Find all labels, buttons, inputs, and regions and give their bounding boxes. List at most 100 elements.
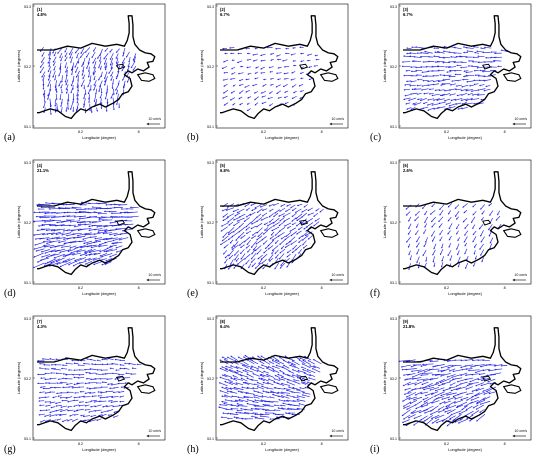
vector-head	[427, 109, 430, 111]
vector-head	[222, 412, 225, 415]
panel-i: (i) 53.3 53.2 53.1 8.2 8 Longitude (degree) Lat…	[366, 312, 549, 468]
vector-head	[240, 267, 243, 270]
vector-head	[410, 412, 413, 414]
current-vector	[409, 255, 412, 260]
vector-head	[481, 260, 484, 263]
vector-head	[457, 421, 460, 424]
vector-head	[239, 92, 241, 94]
current-vector	[406, 47, 412, 50]
vector-head	[472, 227, 474, 230]
vector-head	[245, 215, 248, 218]
vector-head	[44, 420, 47, 422]
current-vector	[74, 257, 82, 261]
vector-head	[235, 417, 238, 419]
current-vector	[223, 90, 229, 94]
current-vector	[236, 208, 245, 214]
vector-head	[278, 257, 281, 260]
vector-head	[437, 384, 440, 387]
vector-head	[111, 362, 113, 365]
current-vector	[270, 53, 275, 55]
x-axis-label: Longitude (degree)	[448, 447, 482, 452]
vector-head	[436, 65, 439, 67]
vector-head	[218, 406, 220, 409]
current-vector	[243, 217, 250, 222]
current-vector	[64, 47, 68, 53]
current-vector	[251, 365, 260, 370]
current-vector	[272, 235, 279, 241]
vector-head	[233, 416, 236, 419]
vector-head	[431, 401, 433, 404]
current-vector	[79, 221, 91, 224]
vector-head	[244, 408, 246, 411]
vector-head	[86, 216, 89, 219]
current-vector	[476, 404, 484, 410]
scale-legend: 10 cm/s	[512, 429, 527, 438]
vector-head	[286, 381, 289, 384]
current-vector	[47, 93, 51, 100]
vector-head	[463, 405, 466, 407]
current-vector	[92, 206, 102, 208]
vector-head	[251, 356, 254, 359]
current-vector	[60, 84, 63, 89]
current-vector	[438, 409, 445, 413]
current-vector	[269, 66, 274, 69]
current-vector	[75, 66, 79, 73]
current-vector	[113, 387, 119, 389]
vector-head	[65, 234, 68, 237]
vector-head	[58, 74, 60, 77]
vector-head	[83, 87, 86, 90]
vector-head	[256, 391, 259, 393]
vector-head	[73, 369, 75, 372]
current-vector	[408, 396, 418, 400]
current-vector	[312, 368, 321, 373]
vector-head	[465, 393, 468, 396]
current-vector	[81, 79, 85, 87]
current-vector	[235, 399, 243, 402]
vector-head	[53, 229, 56, 232]
vector-head	[235, 382, 238, 384]
vector-head	[250, 221, 252, 224]
map-area	[32, 171, 156, 276]
vector-head	[249, 359, 251, 361]
vector-head	[448, 212, 450, 215]
vector-head	[450, 389, 453, 392]
vector-head	[72, 264, 75, 267]
current-vector	[94, 228, 103, 231]
x-tick-label: 8.2	[444, 286, 449, 290]
vector-head	[73, 383, 76, 386]
vector-head	[433, 395, 436, 397]
vector-head	[260, 59, 263, 62]
vector-head	[429, 389, 432, 391]
current-vector	[244, 412, 254, 414]
vector-head	[247, 250, 249, 253]
current-vector	[424, 216, 428, 223]
current-vector	[438, 101, 446, 104]
current-vector	[85, 401, 91, 403]
vector-head	[93, 228, 96, 231]
current-vector	[52, 56, 57, 63]
current-vector	[76, 98, 79, 104]
vector-head	[252, 404, 255, 406]
current-vector	[470, 396, 480, 401]
vector-head	[98, 78, 100, 81]
current-vector	[431, 236, 436, 242]
current-vector	[477, 88, 486, 91]
current-vector	[56, 418, 62, 421]
current-vector	[239, 84, 244, 86]
vector-head	[254, 98, 256, 101]
current-vector	[250, 225, 257, 230]
vector-head	[223, 394, 226, 397]
vector-head	[449, 83, 452, 86]
vector-head	[255, 66, 257, 69]
vector-head	[471, 359, 474, 362]
current-vector	[118, 80, 120, 85]
vector-head	[50, 113, 52, 116]
islet	[116, 219, 126, 226]
vector-head	[268, 361, 271, 363]
vector-head	[409, 84, 411, 87]
current-vector	[302, 392, 311, 395]
vector-head	[34, 243, 37, 246]
current-vector	[435, 378, 445, 384]
current-vector	[221, 386, 229, 391]
